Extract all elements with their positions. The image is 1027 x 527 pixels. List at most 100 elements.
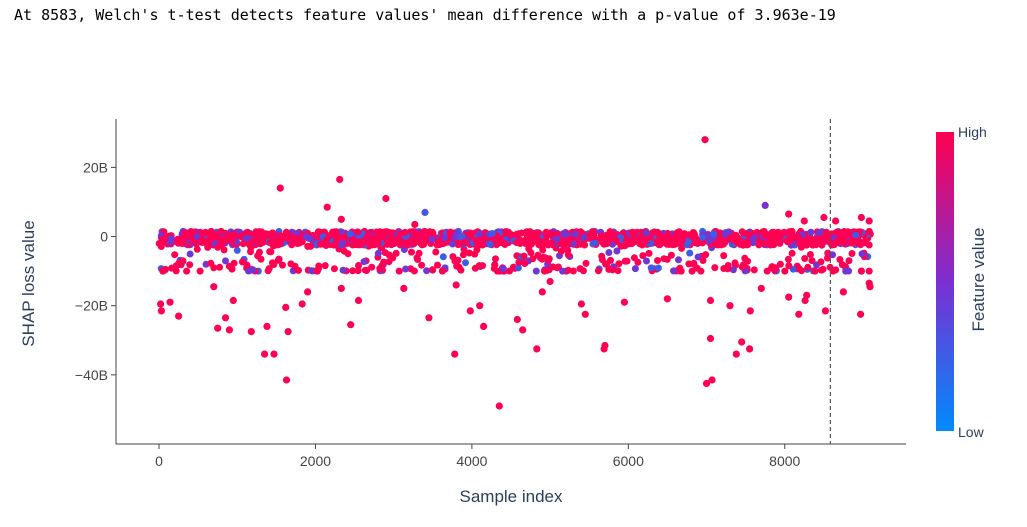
band-point — [465, 249, 473, 257]
band-point — [564, 266, 572, 274]
band-point — [858, 250, 866, 258]
band-point — [612, 236, 620, 244]
band-point — [594, 267, 602, 275]
band-point — [848, 250, 856, 257]
band-point — [733, 235, 741, 243]
data-point — [282, 303, 290, 311]
band-point — [491, 261, 499, 269]
band-point — [629, 228, 637, 236]
band-point — [605, 249, 613, 256]
band-point — [454, 256, 462, 264]
band-point — [566, 235, 574, 243]
band-point — [852, 231, 860, 239]
band-point — [439, 253, 447, 261]
band-point — [590, 231, 598, 239]
band-point — [819, 265, 827, 273]
data-point — [663, 295, 672, 303]
data-point — [282, 376, 291, 384]
band-point — [580, 233, 588, 241]
band-point — [806, 251, 814, 258]
data-point — [746, 307, 754, 315]
band-point — [429, 266, 436, 274]
band-point — [308, 267, 315, 275]
band-point — [298, 238, 306, 246]
band-point — [710, 230, 718, 238]
colorbar-title: Feature value — [969, 228, 988, 332]
data-point — [480, 322, 488, 330]
band-point — [365, 239, 372, 247]
band-point — [302, 233, 310, 240]
data-point — [857, 267, 866, 275]
band-point — [601, 232, 608, 240]
band-point — [198, 235, 206, 243]
band-point — [474, 240, 482, 248]
band-point — [654, 257, 661, 264]
band-point — [264, 230, 272, 238]
colorbar-gradient — [936, 132, 954, 431]
data-point — [284, 328, 292, 336]
data-point — [746, 345, 754, 353]
band-point — [817, 228, 825, 236]
data-point — [738, 338, 746, 346]
y-tick-label: −20B — [75, 298, 108, 314]
data-point — [323, 203, 331, 211]
band-point — [467, 230, 475, 238]
data-point — [546, 277, 554, 286]
band-point — [631, 235, 638, 243]
band-point — [784, 255, 792, 263]
band-point — [355, 262, 362, 269]
band-point — [798, 267, 805, 275]
band-point — [532, 267, 540, 275]
band-point — [680, 230, 688, 238]
band-point — [581, 241, 589, 249]
colorbar-high-label: High — [958, 124, 987, 140]
band-point — [172, 238, 180, 246]
band-point — [559, 267, 567, 275]
data-point — [857, 310, 865, 318]
band-point — [207, 259, 215, 267]
band-point — [642, 237, 650, 245]
band-point — [344, 250, 352, 258]
band-point — [699, 234, 707, 241]
band-point — [546, 229, 554, 237]
data-point — [803, 291, 811, 299]
data-point — [466, 307, 474, 315]
band-point — [706, 237, 713, 245]
band-point — [675, 256, 682, 264]
band-point — [837, 230, 845, 238]
data-point — [172, 262, 180, 270]
band-point — [339, 233, 347, 241]
band-point — [460, 238, 468, 246]
band-point — [776, 239, 784, 247]
data-point — [175, 312, 183, 320]
band-point — [395, 267, 403, 275]
data-point — [495, 402, 503, 410]
x-tick-label: 6000 — [613, 453, 644, 469]
band-point — [750, 234, 758, 242]
band-point — [817, 258, 825, 266]
data-point — [451, 350, 459, 358]
band-point — [454, 239, 462, 247]
band-point — [745, 231, 752, 239]
band-point — [186, 250, 194, 258]
band-point — [801, 255, 809, 262]
band-point — [807, 228, 815, 236]
band-point — [553, 235, 561, 243]
band-point — [538, 255, 546, 263]
data-point — [832, 217, 840, 225]
band-point — [326, 232, 334, 240]
band-point — [376, 234, 384, 241]
band-point — [676, 267, 684, 275]
band-point — [196, 267, 204, 275]
band-point — [361, 266, 369, 274]
band-point — [233, 246, 241, 254]
band-point — [621, 242, 629, 250]
band-point — [193, 245, 201, 253]
band-point — [496, 235, 504, 243]
band-point — [438, 267, 446, 275]
data-point — [166, 298, 174, 306]
band-point — [180, 233, 188, 240]
band-point — [207, 227, 215, 235]
data-point — [513, 315, 521, 324]
y-tick-label: 20B — [83, 159, 108, 175]
